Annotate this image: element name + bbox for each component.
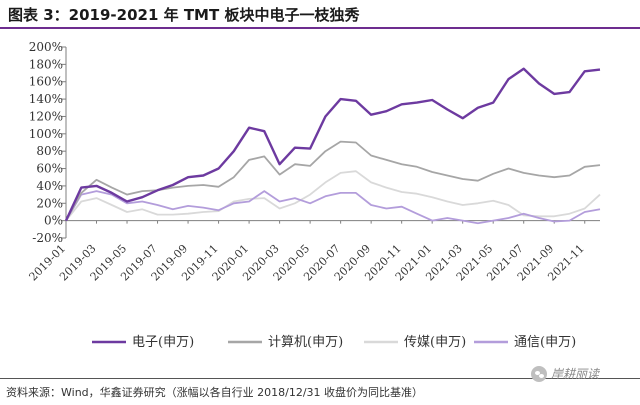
source-divider [0, 378, 640, 379]
y-tick-label: 20% [36, 196, 63, 210]
watermark: 岸耕丽读 [531, 365, 599, 382]
line-chart: -20% 0% 20% 40% 60% 80% 100% 120% 140% 160% 180% 20… [27, 40, 601, 350]
series-line-通信 [65, 190, 601, 225]
y-tick-label: 100% [29, 127, 63, 141]
series-line-电子 [64, 67, 601, 222]
wechat-icon [531, 365, 547, 382]
y-tick-label: -20% [32, 231, 63, 245]
y-tick-label: 200% [29, 40, 63, 54]
source-note: 资料来源：Wind，华鑫证券研究（涨幅以各自行业 2018/12/31 收盘价为… [6, 386, 424, 399]
series-line-传媒 [65, 170, 601, 222]
y-tick-label: 120% [29, 109, 63, 123]
legend-label: 传媒(申万) [404, 335, 466, 350]
y-tick-label: 60% [36, 162, 63, 176]
legend-label: 通信(申万) [514, 335, 576, 350]
x-axis: 2019-012019-032019-052019-072019-092019-… [27, 220, 600, 283]
y-axis: -20% 0% 20% 40% 60% 80% 100% 120% 140% 160% 180% 20… [29, 40, 67, 245]
legend-label: 电子(申万) [132, 335, 194, 350]
y-tick-label: 140% [29, 92, 63, 106]
title-divider [0, 27, 640, 29]
chart-title: 图表 3：2019-2021 年 TMT 板块中电子一枝独秀 [8, 6, 360, 24]
series-lines [64, 67, 601, 225]
y-tick-label: 40% [36, 179, 63, 193]
y-tick-label: 180% [29, 57, 63, 71]
series-line-计算机 [65, 140, 601, 222]
legend: 电子(申万) 计算机(申万) 传媒(申万) 通信(申万) [92, 335, 576, 350]
watermark-text: 岸耕丽读 [551, 367, 600, 381]
y-tick-label: 160% [29, 75, 63, 89]
y-tick-label: 0% [44, 214, 63, 228]
y-tick-label: 80% [36, 144, 63, 158]
legend-label: 计算机(申万) [268, 335, 343, 350]
